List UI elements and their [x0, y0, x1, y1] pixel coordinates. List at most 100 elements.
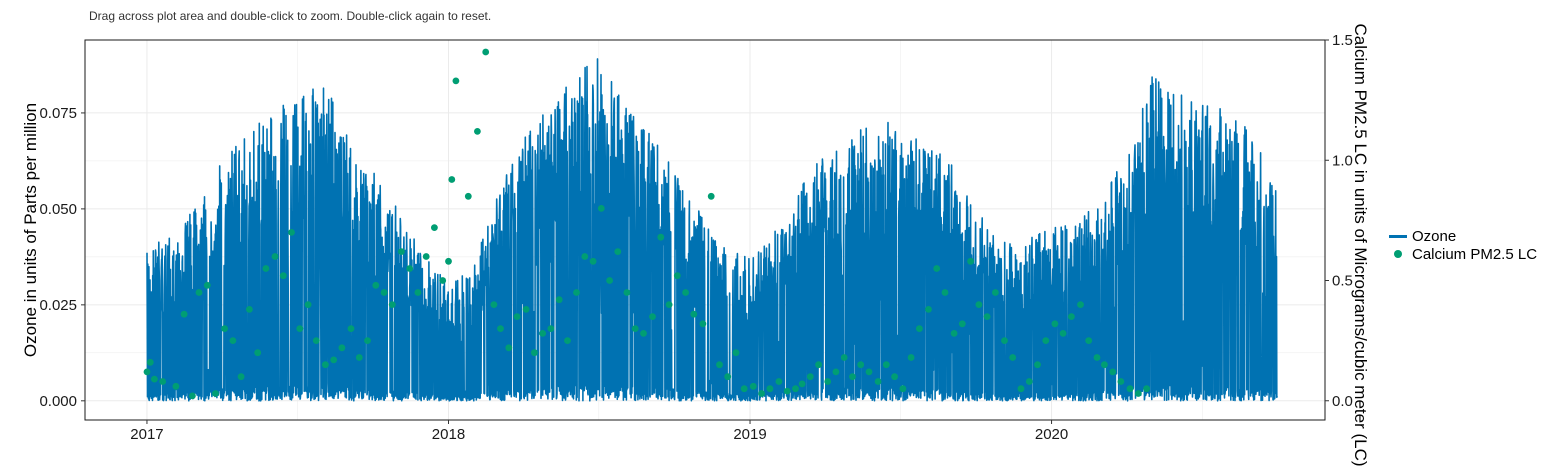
calcium-point	[891, 373, 898, 381]
y-axis-right: 0.0 0.5 1.0 1.5	[1325, 32, 1353, 410]
calcium-point	[531, 349, 538, 357]
calcium-point	[716, 361, 723, 369]
y-left-tick-label: 0.075	[39, 105, 77, 122]
calcium-point	[640, 330, 647, 337]
calcium-point	[1017, 385, 1025, 393]
calcium-point	[707, 192, 715, 200]
calcium-point	[832, 368, 840, 376]
y-right-tick-label: 0.0	[1332, 393, 1353, 410]
calcium-point	[338, 344, 346, 352]
calcium-point	[312, 337, 320, 344]
calcium-point	[398, 248, 405, 256]
y-right-tick-label: 1.5	[1332, 32, 1353, 49]
x-tick-label: 2018	[432, 426, 465, 443]
legend-item-ozone[interactable]: Ozone	[1388, 227, 1537, 245]
calcium-point	[975, 301, 983, 308]
calcium-point	[606, 277, 613, 284]
calcium-point	[254, 349, 262, 357]
calcium-point	[522, 306, 530, 313]
calcium-point	[439, 277, 447, 284]
calcium-point	[221, 325, 229, 332]
calcium-point	[1134, 390, 1142, 397]
calcium-point	[262, 265, 270, 272]
calcium-point	[159, 378, 167, 385]
calcium-point	[1051, 320, 1059, 328]
calcium-point	[849, 373, 856, 381]
calcium-point	[983, 313, 991, 320]
ozone-series	[146, 58, 1278, 402]
calcium-point	[203, 281, 211, 289]
calcium-point	[865, 368, 873, 376]
calcium-point	[497, 325, 504, 332]
calcium-point	[505, 344, 513, 352]
calcium-point	[1001, 337, 1008, 344]
calcium-point	[758, 390, 765, 397]
calcium-point	[1093, 354, 1101, 361]
calcium-point	[564, 337, 571, 344]
calcium-point	[445, 257, 452, 265]
calcium-point	[775, 378, 783, 385]
calcium-point	[464, 192, 472, 200]
calcium-point	[665, 301, 673, 308]
x-tick-label: 2019	[733, 426, 766, 443]
calcium-point	[322, 361, 329, 369]
ozone-line	[146, 58, 1278, 402]
calcium-point	[649, 313, 656, 320]
calcium-point	[513, 313, 521, 320]
calcium-point	[1068, 313, 1075, 320]
calcium-point	[237, 373, 245, 381]
plot-panel-border[interactable]	[84, 39, 1326, 421]
calcium-point	[1101, 361, 1108, 369]
y-axis-right-title: Calcium PM2.5 LC in units of Micrograms/…	[1351, 23, 1370, 466]
y-left-tick-label: 0.000	[39, 393, 77, 410]
calcium-point	[967, 257, 974, 265]
calcium-point	[766, 385, 774, 393]
calcium-point	[271, 253, 279, 260]
y-axis-left: 0.000 0.025 0.050 0.075	[39, 105, 85, 410]
calcium-point	[732, 349, 740, 357]
calcium-point	[958, 320, 966, 328]
calcium-point	[657, 233, 665, 241]
calcium-point	[597, 205, 605, 212]
calcium-point	[547, 325, 555, 332]
calcium-point	[189, 392, 196, 400]
calcium-point	[798, 380, 806, 388]
calcium-point	[749, 382, 757, 390]
calcium-point	[555, 296, 563, 304]
calcium-point	[355, 354, 363, 361]
calcium-point	[1034, 361, 1041, 369]
x-tick-label: 2020	[1035, 426, 1068, 443]
calcium-point	[364, 337, 371, 344]
chart-instruction-text: Drag across plot area and double-click t…	[89, 9, 492, 23]
legend-item-calcium[interactable]: Calcium PM2.5 LC	[1388, 245, 1537, 263]
calcium-point	[482, 48, 490, 56]
calcium-point	[1077, 301, 1084, 308]
calcium-point	[874, 378, 882, 385]
calcium-point	[882, 361, 890, 369]
calcium-point	[950, 330, 958, 337]
calcium-point	[474, 127, 481, 135]
calcium-point	[916, 325, 923, 332]
calcium-point	[422, 253, 430, 260]
calcium-point	[573, 289, 580, 296]
calcium-point	[195, 289, 203, 296]
y-axis-left-title: Ozone in units of Parts per million	[21, 103, 40, 357]
calcium-point	[740, 385, 748, 393]
calcium-point	[296, 325, 304, 332]
calcium-point	[490, 301, 498, 308]
calcium-point	[180, 310, 188, 318]
calcium-point	[933, 265, 941, 272]
calcium-point	[824, 378, 832, 385]
calcium-point	[614, 248, 622, 256]
calcium-point	[992, 289, 999, 296]
calcium-point	[330, 356, 338, 364]
calcium-point	[229, 337, 237, 344]
calcium-point	[1042, 337, 1050, 344]
calcium-point	[857, 361, 865, 369]
calcium-point	[840, 354, 848, 361]
calcium-point	[783, 387, 791, 395]
calcium-point	[172, 382, 180, 390]
x-tick-label: 2017	[130, 426, 163, 443]
calcium-point	[925, 306, 932, 313]
